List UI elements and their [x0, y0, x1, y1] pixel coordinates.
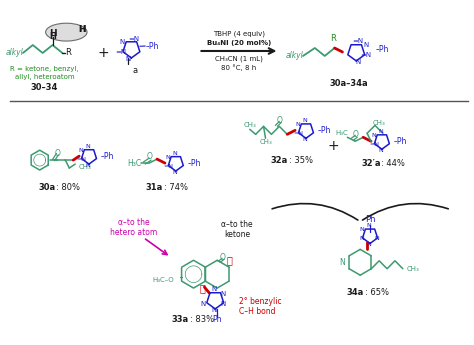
Text: 2° benzylic: 2° benzylic — [239, 297, 282, 306]
Text: O: O — [55, 149, 60, 158]
Text: ⌒: ⌒ — [200, 283, 205, 293]
Text: 32′a: 32′a — [361, 159, 381, 168]
Text: Ph: Ph — [212, 315, 222, 324]
Text: CH₃CN (1 mL): CH₃CN (1 mL) — [215, 56, 263, 62]
Text: –Ph: –Ph — [188, 159, 201, 168]
Text: 34a: 34a — [346, 287, 364, 297]
Text: C–H bond: C–H bond — [239, 307, 275, 316]
Text: =N: =N — [361, 52, 372, 58]
Text: N: N — [165, 155, 170, 160]
Text: N: N — [119, 39, 124, 45]
Text: N: N — [86, 144, 91, 149]
Text: N: N — [201, 301, 206, 307]
Text: N: N — [211, 307, 217, 313]
Text: H: H — [79, 24, 85, 34]
Text: 30a: 30a — [38, 184, 55, 193]
Text: CH₃: CH₃ — [373, 120, 385, 126]
Text: N: N — [372, 133, 376, 138]
Text: –Ph: –Ph — [145, 41, 159, 50]
Text: =N: =N — [369, 142, 379, 147]
Text: O: O — [146, 152, 152, 161]
Text: allyl, heteroatom: allyl, heteroatom — [15, 74, 74, 80]
Text: : 80%: : 80% — [56, 184, 81, 193]
Text: 32a: 32a — [271, 156, 288, 165]
Text: O: O — [276, 116, 283, 125]
Text: =N: =N — [115, 49, 126, 55]
Text: N: N — [296, 122, 301, 127]
Text: Ph: Ph — [365, 215, 375, 224]
Text: =N: =N — [128, 36, 139, 42]
Text: N: N — [360, 236, 365, 241]
Text: –Ph: –Ph — [376, 46, 389, 55]
Text: O: O — [352, 130, 358, 139]
Text: a: a — [133, 66, 138, 75]
Text: R = ketone, benzyl,: R = ketone, benzyl, — [10, 66, 79, 72]
Text: CH₃: CH₃ — [78, 164, 91, 170]
Text: –Ph: –Ph — [318, 126, 331, 135]
Text: N: N — [302, 118, 307, 123]
Text: H₃C: H₃C — [128, 159, 141, 168]
Text: : 44%: : 44% — [381, 159, 405, 168]
Text: R: R — [329, 33, 336, 42]
Text: alkyl: alkyl — [285, 51, 303, 60]
Text: H: H — [49, 29, 56, 38]
Text: H₃C–O: H₃C–O — [152, 277, 174, 283]
Text: N: N — [379, 148, 383, 153]
Text: N: N — [360, 227, 365, 232]
Text: N: N — [173, 169, 177, 175]
Text: =N: =N — [293, 131, 303, 136]
Text: –Ph: –Ph — [101, 152, 114, 161]
Text: : 74%: : 74% — [164, 184, 188, 193]
Text: hetero atom: hetero atom — [110, 228, 157, 237]
Text: alkyl: alkyl — [5, 48, 23, 58]
Text: 33a: 33a — [171, 315, 188, 324]
Text: TBHP (4 equiv): TBHP (4 equiv) — [213, 31, 265, 37]
Text: : 35%: : 35% — [289, 156, 313, 165]
Text: : 83%: : 83% — [190, 315, 214, 324]
Text: N: N — [302, 137, 307, 142]
Text: +: + — [97, 46, 109, 60]
Text: ketone: ketone — [224, 230, 250, 239]
Text: N: N — [220, 291, 226, 297]
Text: CH₃: CH₃ — [259, 139, 272, 145]
Text: 31a: 31a — [146, 184, 163, 193]
Text: Bu₄NI (20 mol%): Bu₄NI (20 mol%) — [207, 40, 271, 46]
Text: R: R — [65, 48, 71, 58]
Text: –Ph: –Ph — [394, 137, 407, 146]
Text: CH₃: CH₃ — [243, 122, 256, 128]
Text: N: N — [173, 151, 177, 156]
Text: H: H — [49, 32, 56, 41]
Text: 30–34: 30–34 — [31, 83, 58, 92]
Text: H: H — [78, 24, 86, 34]
Text: O: O — [219, 253, 225, 262]
Text: +: + — [328, 139, 339, 153]
Text: =N: =N — [353, 38, 364, 44]
Text: N: N — [367, 223, 372, 228]
Text: N: N — [220, 301, 226, 307]
Text: N: N — [367, 242, 372, 247]
Text: N: N — [364, 42, 369, 48]
Text: : 65%: : 65% — [365, 287, 389, 297]
Text: α–to the: α–to the — [118, 218, 149, 227]
Text: 30a–34a: 30a–34a — [329, 79, 368, 88]
Text: ⌒: ⌒ — [226, 255, 232, 265]
Text: H₃C: H₃C — [335, 130, 348, 136]
Text: =N: =N — [163, 164, 173, 169]
Text: =N: =N — [76, 157, 86, 161]
Text: N: N — [379, 129, 383, 134]
Text: N: N — [340, 258, 346, 267]
Text: α–to the: α–to the — [221, 220, 253, 229]
Text: N: N — [356, 59, 361, 65]
Text: N: N — [79, 148, 83, 153]
Ellipse shape — [46, 23, 87, 41]
Text: CH₃: CH₃ — [407, 266, 419, 272]
Text: N: N — [86, 162, 91, 168]
Text: N: N — [211, 286, 217, 292]
Text: N: N — [374, 236, 379, 241]
Text: N: N — [126, 56, 131, 62]
Text: 80 °C, 8 h: 80 °C, 8 h — [221, 65, 256, 71]
